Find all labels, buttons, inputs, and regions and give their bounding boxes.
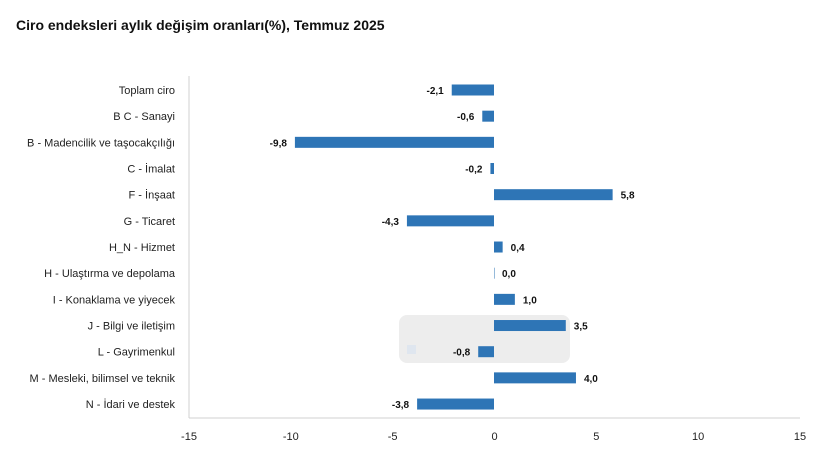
data-label: -0,2 (465, 165, 483, 176)
x-tick-label: 5 (593, 431, 599, 443)
category-label: L - Gayrimenkul (98, 347, 175, 359)
category-label: C - İmalat (127, 163, 175, 176)
data-label: 0,0 (502, 269, 516, 280)
bar (406, 215, 494, 227)
data-label: -2,1 (426, 86, 444, 97)
category-label: M - Mesleki, bilimsel ve teknik (30, 373, 176, 385)
bar (494, 189, 613, 201)
x-tick-label: 10 (692, 431, 704, 443)
bar (451, 84, 494, 96)
data-label: 3,5 (574, 322, 588, 333)
bars (294, 84, 613, 410)
category-label: F - İnşaat (129, 189, 175, 202)
data-label: 5,8 (621, 191, 635, 202)
category-label: J - Bilgi ve iletişim (88, 321, 175, 333)
x-tick-label: -5 (388, 431, 398, 443)
bar (494, 241, 503, 253)
data-label: -0,8 (453, 348, 471, 359)
category-label: Toplam ciro (119, 85, 175, 97)
data-label: -9,8 (270, 138, 288, 149)
category-label: I - Konaklama ve yiyecek (53, 294, 176, 306)
data-label: -0,6 (457, 112, 475, 123)
category-label: H_N - Hizmet (109, 242, 175, 254)
data-label: -4,3 (382, 217, 400, 228)
category-label: G - Ticaret (124, 216, 175, 228)
x-tick-label: 15 (794, 431, 806, 443)
axes: -15 -10 -5 0 5 10 15 (181, 76, 806, 443)
category-label: B - Madencilik ve taşocakçılığı (27, 137, 175, 149)
x-tick-label: 0 (491, 431, 497, 443)
bar (478, 346, 494, 358)
bar (494, 267, 495, 279)
category-label: B C - Sanayi (113, 111, 175, 123)
data-label: 1,0 (523, 295, 537, 306)
category-label: H - Ulaştırma ve depolama (44, 268, 176, 280)
x-tick-label: -15 (181, 431, 197, 443)
data-label: 4,0 (584, 374, 598, 385)
bar (494, 372, 576, 384)
data-label: -3,8 (392, 400, 410, 411)
category-label: N - İdari ve destek (86, 398, 176, 411)
bar (294, 136, 494, 148)
bar (417, 398, 494, 410)
bar (494, 293, 515, 305)
bar (482, 110, 494, 122)
x-tick-label: -10 (283, 431, 299, 443)
bar (494, 320, 566, 332)
tooltip-marker (407, 345, 416, 354)
bar (490, 163, 494, 175)
data-label: 0,4 (511, 243, 525, 254)
chart-title: Ciro endeksleri aylık değişim oranları(%… (16, 17, 385, 33)
labels: Toplam ciro -2,1 B C - Sanayi -0,6 B - Maden… (27, 85, 635, 411)
